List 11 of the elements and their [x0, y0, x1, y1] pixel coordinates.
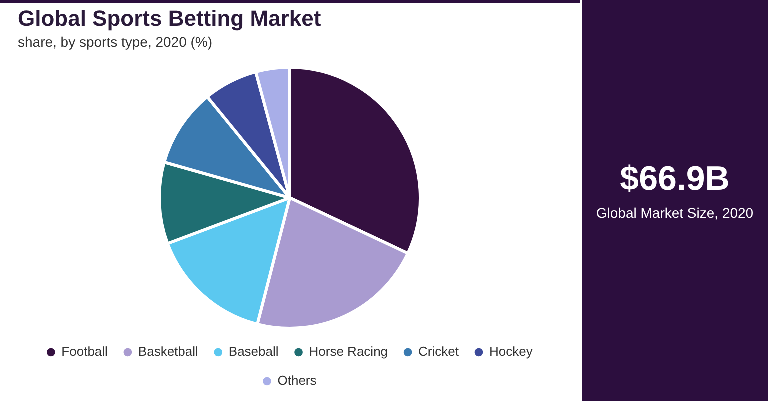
legend-label: Baseball	[228, 344, 279, 360]
chart-title: Global Sports Betting Market	[18, 6, 322, 32]
chart-subtitle: share, by sports type, 2020 (%)	[18, 34, 213, 50]
legend-label: Football	[62, 344, 108, 360]
legend-label: Horse Racing	[309, 344, 388, 360]
legend-label: Others	[278, 373, 318, 388]
text: Global Market Size, 2020	[595, 205, 755, 221]
legend-label: Basketball	[138, 344, 199, 360]
legend-label: Hockey	[489, 344, 534, 360]
text: $66.9B	[619, 160, 731, 199]
legend-label: Cricket	[418, 344, 460, 360]
